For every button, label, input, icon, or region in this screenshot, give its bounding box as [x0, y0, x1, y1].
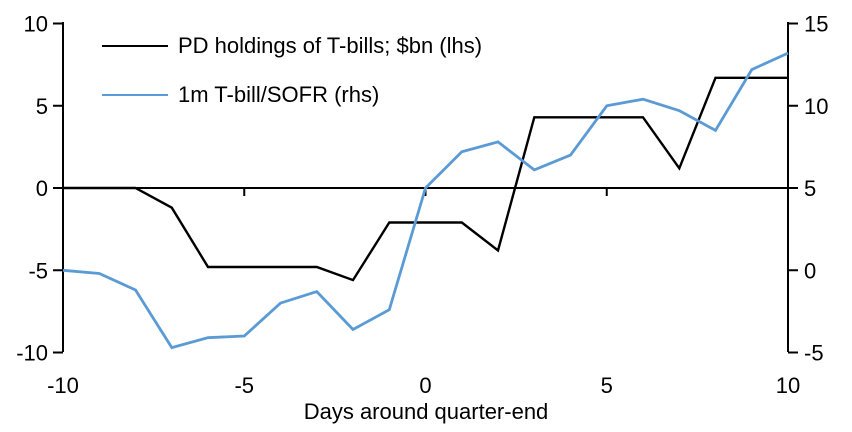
x-tick-label: 0	[419, 373, 431, 398]
left-y-axis: 10 5 0 -5 -10	[16, 12, 64, 366]
right-y-tick-label: 0	[804, 258, 816, 283]
left-y-tick-label: -5	[28, 258, 48, 283]
legend-label-tbill-sofr: 1m T-bill/SOFR (rhs)	[178, 82, 380, 107]
blue-line-swatch	[102, 93, 168, 97]
x-tick-label: -10	[47, 373, 79, 398]
chart-legend: PD holdings of T-bills; $bn (lhs) 1m T-b…	[102, 33, 482, 131]
right-y-tick-label: 15	[804, 12, 828, 37]
right-y-tick-label: 10	[804, 94, 828, 119]
x-axis: -10 -5 0 5 10	[47, 187, 800, 398]
x-tick-label: -5	[234, 373, 254, 398]
left-y-tick-label: 10	[24, 12, 48, 37]
left-y-tick-label: 0	[36, 176, 48, 201]
left-y-tick-label: -10	[16, 341, 48, 366]
legend-item-pd-holdings: PD holdings of T-bills; $bn (lhs)	[102, 33, 482, 59]
legend-item-tbill-sofr: 1m T-bill/SOFR (rhs)	[102, 82, 482, 108]
x-tick-label: 10	[776, 373, 800, 398]
x-axis-title: Days around quarter-end	[303, 399, 549, 424]
left-y-tick-label: 5	[36, 94, 48, 119]
right-y-axis: 15 10 5 0 -5	[787, 12, 828, 366]
legend-label-pd-holdings: PD holdings of T-bills; $bn (lhs)	[178, 33, 483, 58]
right-y-tick-label: 5	[804, 176, 816, 201]
x-tick-label: 5	[601, 373, 613, 398]
series-line-1	[62, 51, 789, 350]
black-line-swatch	[102, 44, 168, 48]
right-y-tick-label: -5	[804, 341, 824, 366]
series-line-0	[63, 76, 788, 282]
